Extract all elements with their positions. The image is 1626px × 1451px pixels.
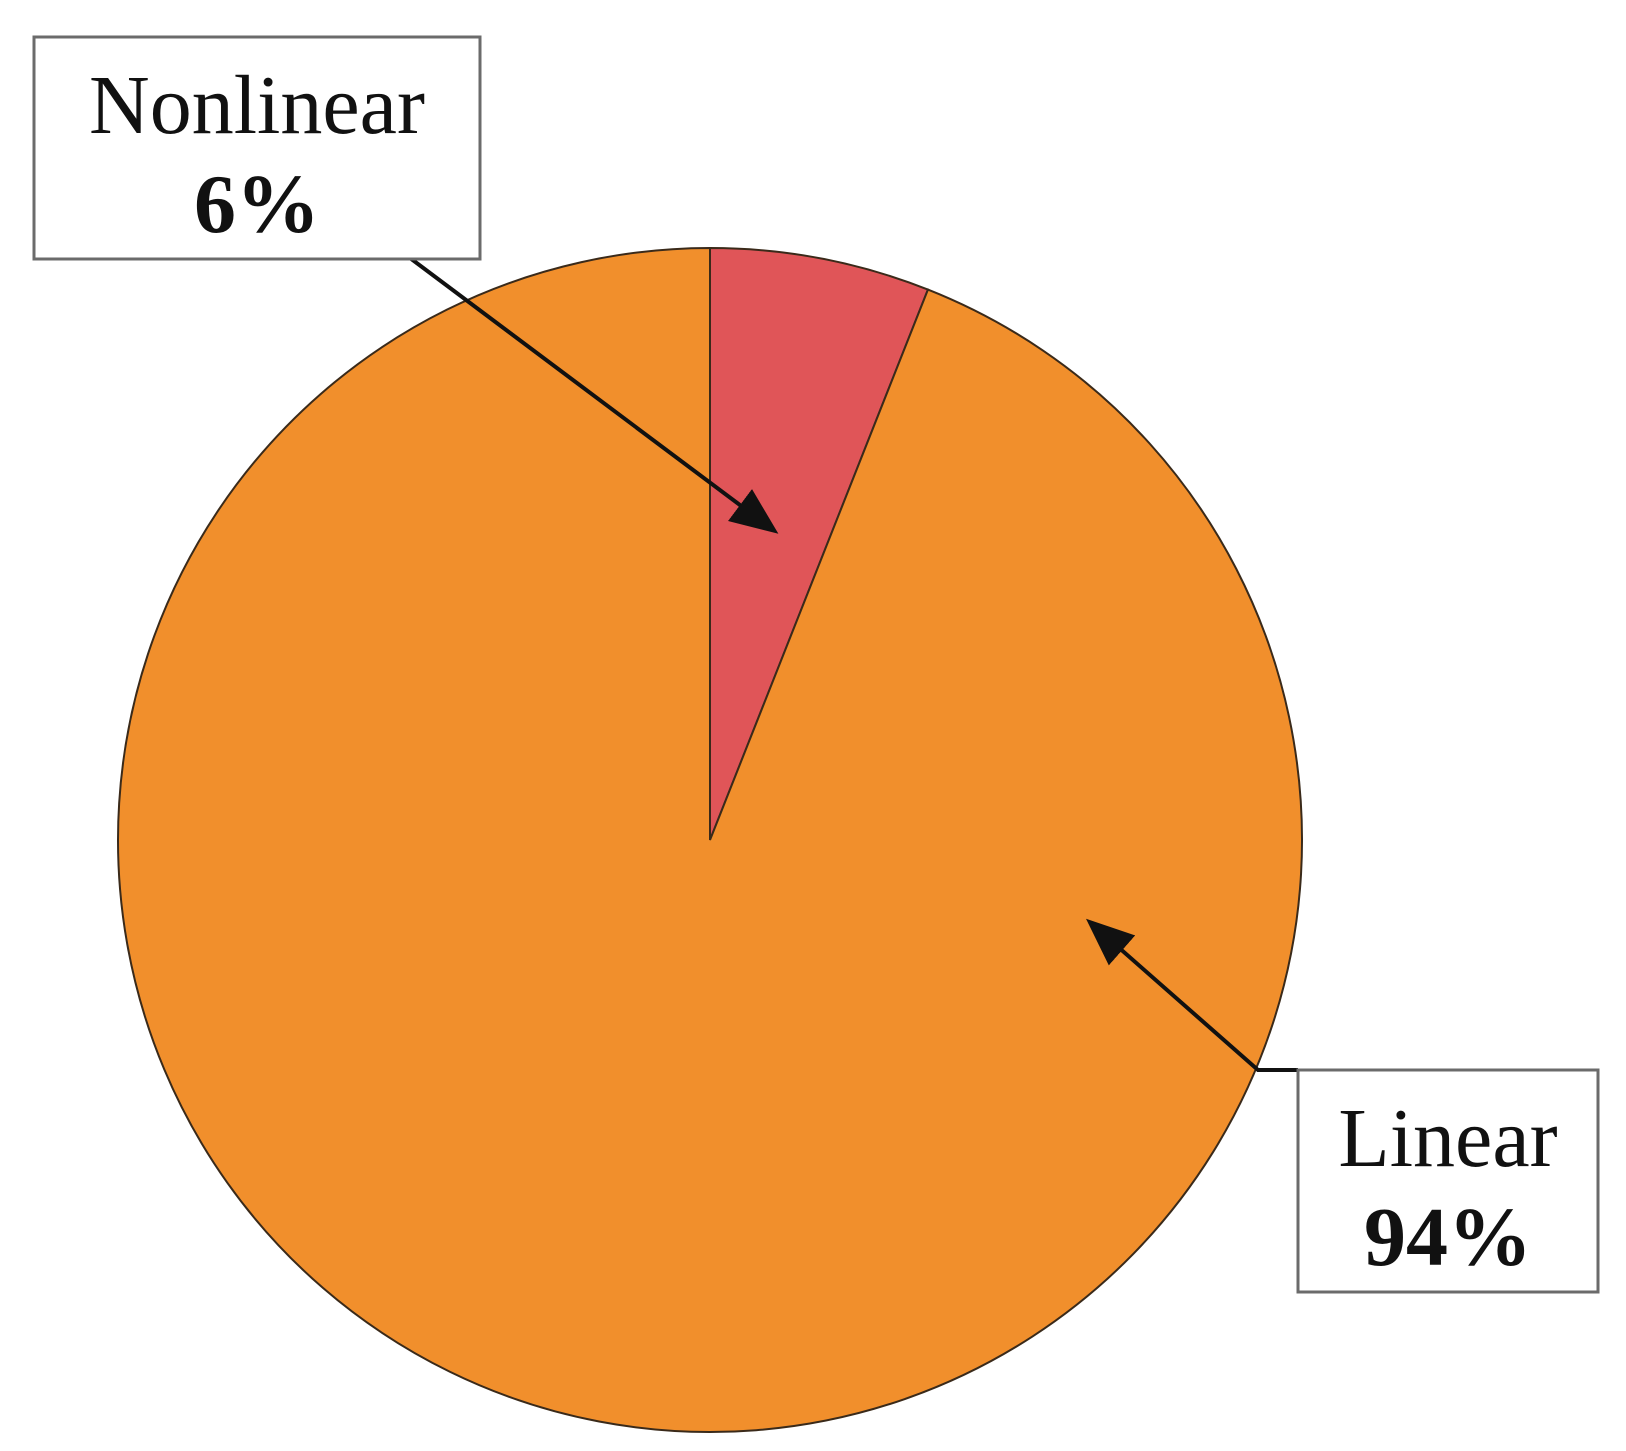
linear-callout: Linear 94% xyxy=(1296,1068,1600,1294)
callout-arrows xyxy=(408,256,1298,1072)
nonlinear-slice-value: 6% xyxy=(194,158,320,251)
pie-slices xyxy=(117,246,1304,1433)
nonlinear-callout-box xyxy=(32,35,482,261)
nonlinear-callout: Nonlinear 6% xyxy=(32,35,482,261)
pie-slice-linear xyxy=(117,246,1304,1433)
linear-callout-box xyxy=(1296,1068,1600,1294)
pie-slice-nonlinear xyxy=(709,246,930,841)
linear-callout-arrow xyxy=(1085,918,1298,1072)
linear-slice-label: Linear xyxy=(1338,1092,1557,1185)
nonlinear-slice-label: Nonlinear xyxy=(89,59,425,152)
linear-slice-value: 94% xyxy=(1364,1191,1532,1284)
nonlinear-callout-arrow xyxy=(408,256,779,534)
